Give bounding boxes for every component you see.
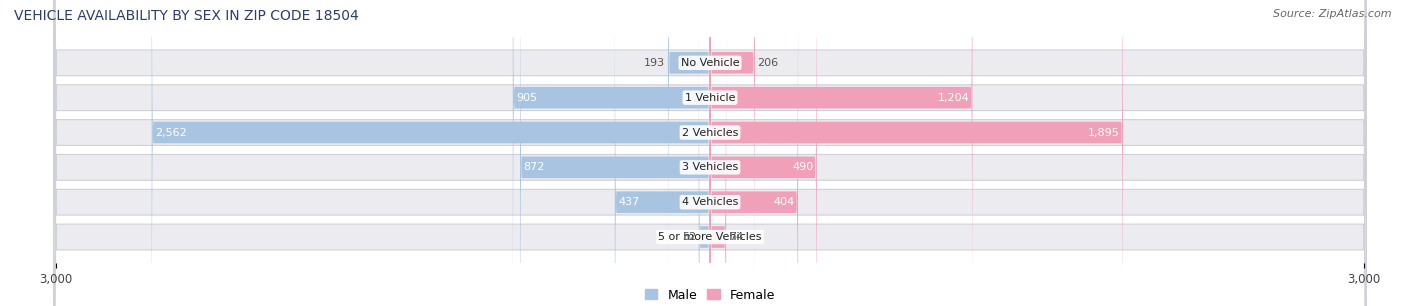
Text: 437: 437 [619,197,640,207]
Text: 5 or more Vehicles: 5 or more Vehicles [658,232,762,242]
Text: 404: 404 [773,197,794,207]
FancyBboxPatch shape [53,0,1367,306]
Text: 905: 905 [516,93,537,103]
Text: 1,204: 1,204 [938,93,969,103]
Text: 193: 193 [644,58,665,68]
Text: 490: 490 [793,162,814,172]
Text: VEHICLE AVAILABILITY BY SEX IN ZIP CODE 18504: VEHICLE AVAILABILITY BY SEX IN ZIP CODE … [14,9,359,23]
Text: 206: 206 [758,58,779,68]
Text: 2,562: 2,562 [155,128,187,137]
FancyBboxPatch shape [710,0,817,306]
FancyBboxPatch shape [710,0,725,306]
Text: 3 Vehicles: 3 Vehicles [682,162,738,172]
FancyBboxPatch shape [710,0,1123,306]
FancyBboxPatch shape [152,0,710,306]
FancyBboxPatch shape [53,0,1367,306]
Text: 2 Vehicles: 2 Vehicles [682,128,738,137]
FancyBboxPatch shape [520,0,710,306]
Text: Source: ZipAtlas.com: Source: ZipAtlas.com [1274,9,1392,19]
Text: 52: 52 [682,232,696,242]
FancyBboxPatch shape [53,0,1367,306]
Text: 1 Vehicle: 1 Vehicle [685,93,735,103]
FancyBboxPatch shape [668,0,710,306]
FancyBboxPatch shape [53,0,1367,306]
Text: 4 Vehicles: 4 Vehicles [682,197,738,207]
FancyBboxPatch shape [53,0,1367,306]
Text: No Vehicle: No Vehicle [681,58,740,68]
FancyBboxPatch shape [53,0,1367,306]
Text: 872: 872 [523,162,544,172]
FancyBboxPatch shape [513,0,710,306]
FancyBboxPatch shape [710,0,755,306]
Legend: Male, Female: Male, Female [640,284,780,306]
Text: 74: 74 [728,232,742,242]
FancyBboxPatch shape [614,0,710,306]
Text: 1,895: 1,895 [1088,128,1119,137]
FancyBboxPatch shape [699,0,710,306]
FancyBboxPatch shape [710,0,799,306]
FancyBboxPatch shape [710,0,973,306]
